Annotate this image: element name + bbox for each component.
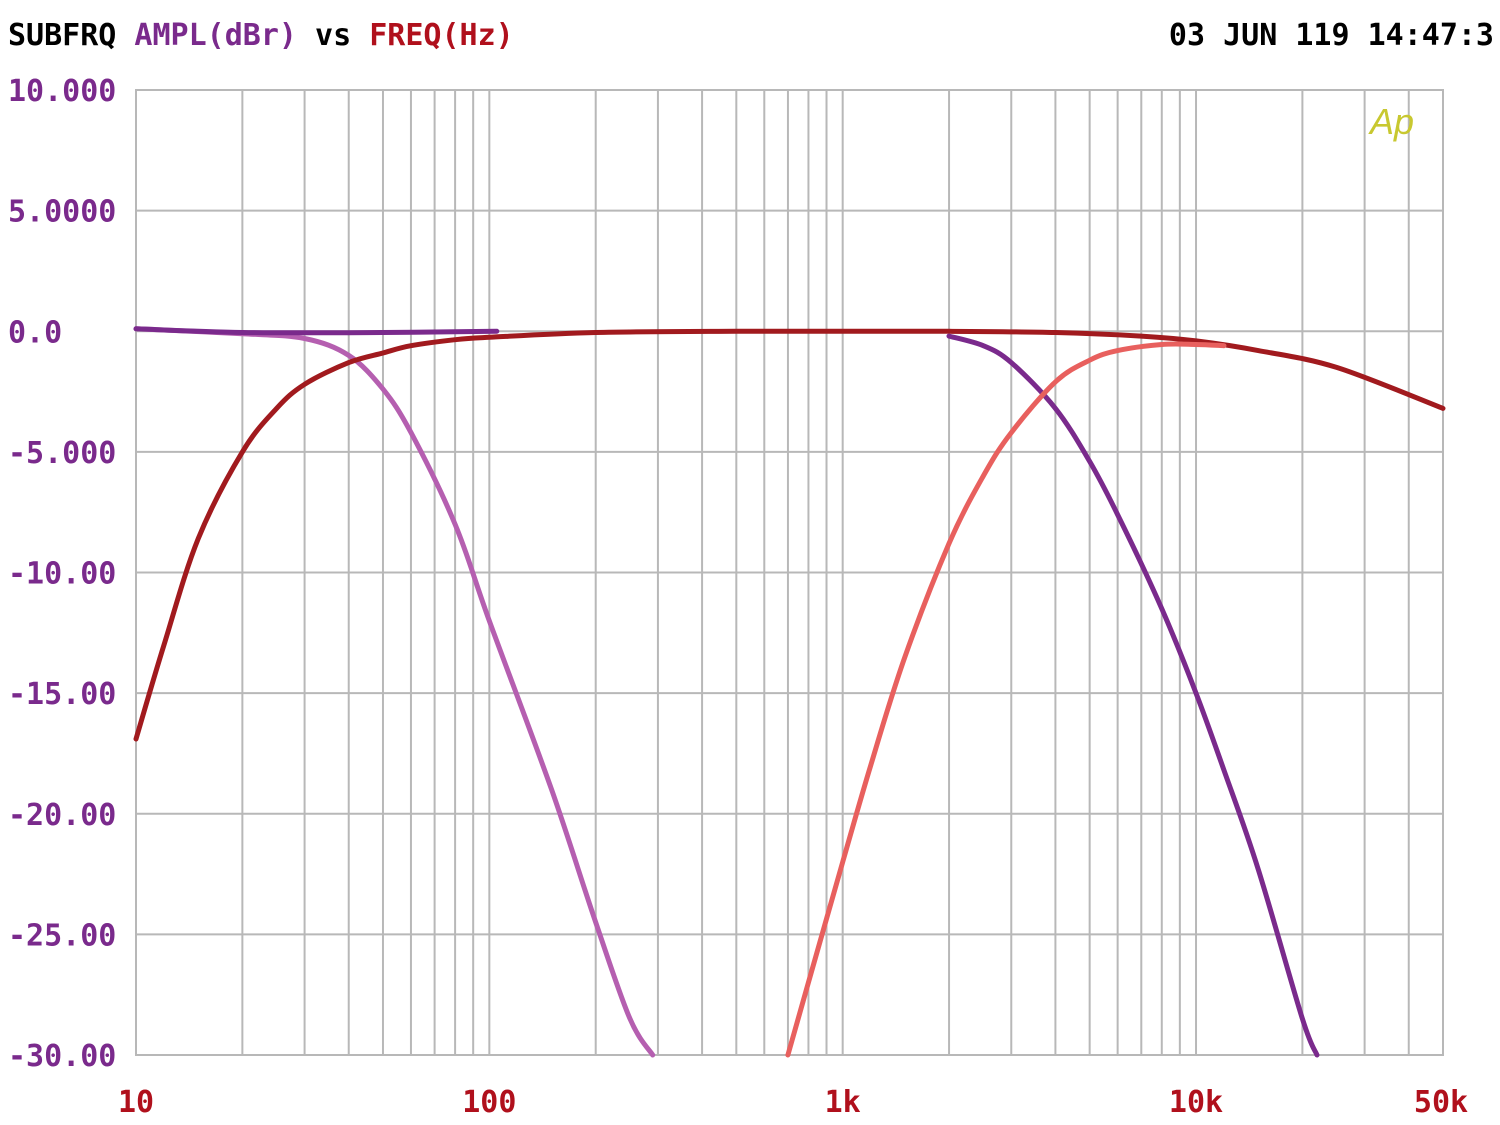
x-tick-label: 1k [825, 1085, 861, 1120]
series-line-0 [133, 326, 656, 1058]
y-tick-label: -15.00 [8, 677, 116, 712]
series-line-3 [946, 333, 1320, 1058]
series-lines [133, 326, 1446, 1058]
y-tick-label: -25.00 [8, 918, 116, 953]
y-tick-label: 10.000 [8, 74, 116, 109]
ap-logo: Ap [1368, 101, 1414, 142]
header-part-3: FREQ(Hz) [369, 18, 514, 53]
y-tick-label: 5.0000 [8, 195, 116, 230]
x-tick-label: 100 [462, 1085, 516, 1120]
series-line-2 [133, 328, 1446, 742]
x-tick-labels: 10 100 1k 10k 50k [118, 1085, 1468, 1120]
y-tick-label: -30.00 [8, 1039, 116, 1074]
header-part-2: vs [297, 18, 370, 53]
series-line-4 [785, 341, 1227, 1058]
grid [135, 89, 1444, 1056]
header-part-0: SUBFRQ [8, 18, 117, 53]
x-tick-label: 50k [1414, 1085, 1468, 1120]
chart-header-timestamp: 03 JUN 119 14:47:3 [1168, 18, 1494, 53]
y-tick-label: 0.0 [8, 315, 62, 350]
y-tick-label: -20.00 [8, 798, 116, 833]
y-tick-labels: 10.000 5.0000 0.0 -5.000 -10.00 -15.00 -20.00 -… [8, 74, 116, 1074]
x-tick-label: 10 [118, 1085, 154, 1120]
x-tick-label: 10k [1169, 1085, 1223, 1120]
series-line-1 [133, 326, 500, 336]
y-tick-label: -5.000 [8, 436, 116, 471]
chart-header-title: SUBFRQ AMPL(dBr) vs FREQ(Hz) [8, 18, 514, 53]
header-part-1: AMPL(dBr) [116, 18, 297, 53]
y-tick-label: -10.00 [8, 557, 116, 592]
